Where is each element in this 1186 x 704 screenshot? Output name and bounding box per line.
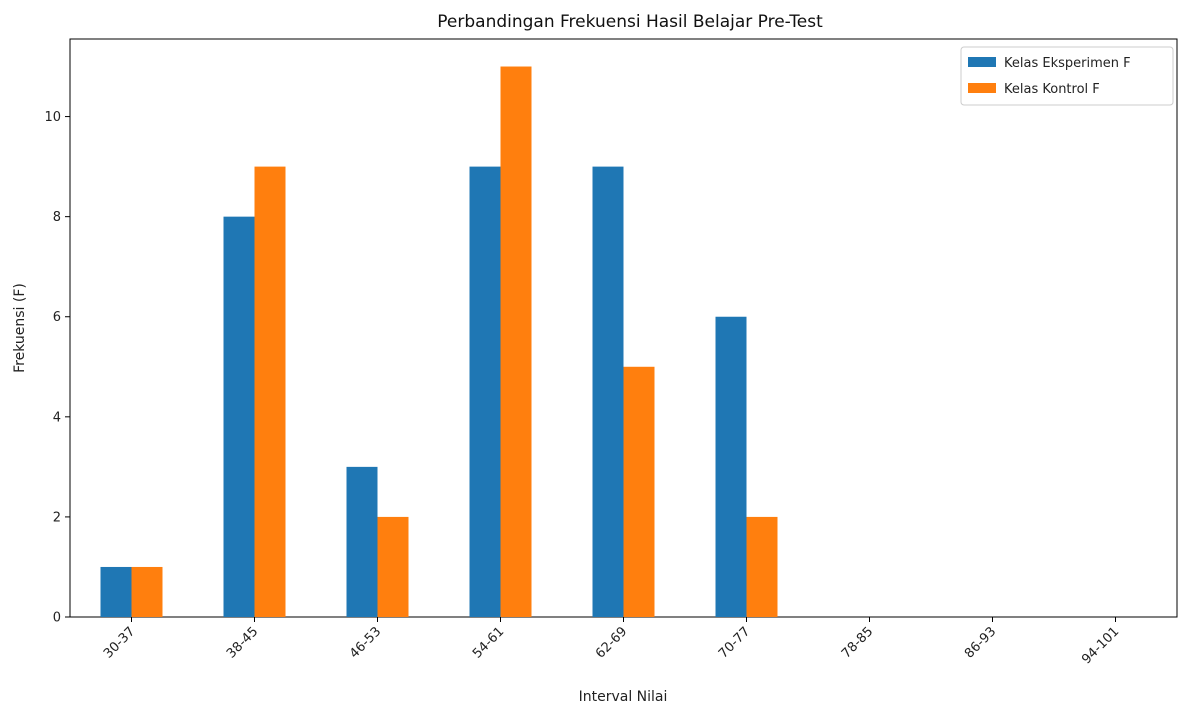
bar-eksperimen-62-69 — [592, 166, 624, 618]
x-tick-label: 46-53 — [347, 624, 384, 661]
y-tick-label: 4 — [53, 410, 61, 425]
bar-kontrol-70-77 — [746, 516, 778, 617]
bars-layer — [100, 66, 778, 618]
legend: Kelas Eksperimen F Kelas Kontrol F — [960, 46, 1174, 106]
bar-eksperimen-46-53 — [346, 466, 378, 617]
legend-box — [960, 46, 1174, 106]
x-tick-label: 30-37 — [101, 624, 138, 661]
x-tick-label: 94-101 — [1079, 624, 1122, 667]
chart-title: Perbandingan Frekuensi Hasil Belajar Pre… — [437, 12, 823, 32]
y-tick-label: 6 — [53, 310, 61, 325]
x-tick-label: 38-45 — [224, 624, 261, 661]
x-tick-label: 78-85 — [839, 624, 876, 661]
bar-eksperimen-30-37 — [100, 566, 132, 617]
bar-kontrol-38-45 — [254, 166, 286, 618]
x-axis: 30-37 38-45 46-53 54-61 62-69 70-77 78-85 86-93… — [101, 617, 1122, 667]
legend-swatch-kontrol — [968, 83, 996, 93]
legend-swatch-eksperimen — [968, 57, 996, 67]
legend-label-kontrol: Kelas Kontrol F — [1004, 82, 1100, 97]
y-tick-label: 0 — [53, 611, 61, 626]
bar-kontrol-30-37 — [131, 566, 163, 617]
y-axis: 0 2 4 6 8 10 — [44, 110, 70, 626]
bar-eksperimen-54-61 — [469, 166, 501, 618]
legend-label-eksperimen: Kelas Eksperimen F — [1004, 56, 1131, 71]
x-axis-title: Interval Nilai — [579, 689, 668, 704]
bar-eksperimen-38-45 — [223, 216, 255, 617]
bar-kontrol-46-53 — [377, 516, 409, 617]
x-tick-label: 62-69 — [593, 624, 630, 661]
y-axis-title: Frekuensi (F) — [12, 283, 28, 373]
bar-eksperimen-70-77 — [715, 316, 747, 617]
bar-kontrol-62-69 — [623, 366, 655, 617]
x-tick-label: 86-93 — [962, 624, 999, 661]
x-tick-label: 54-61 — [470, 624, 507, 661]
y-tick-label: 10 — [44, 110, 61, 125]
y-tick-label: 2 — [53, 510, 61, 525]
y-tick-label: 8 — [53, 210, 61, 225]
bar-kontrol-54-61 — [500, 66, 532, 617]
x-tick-label: 70-77 — [716, 624, 753, 661]
